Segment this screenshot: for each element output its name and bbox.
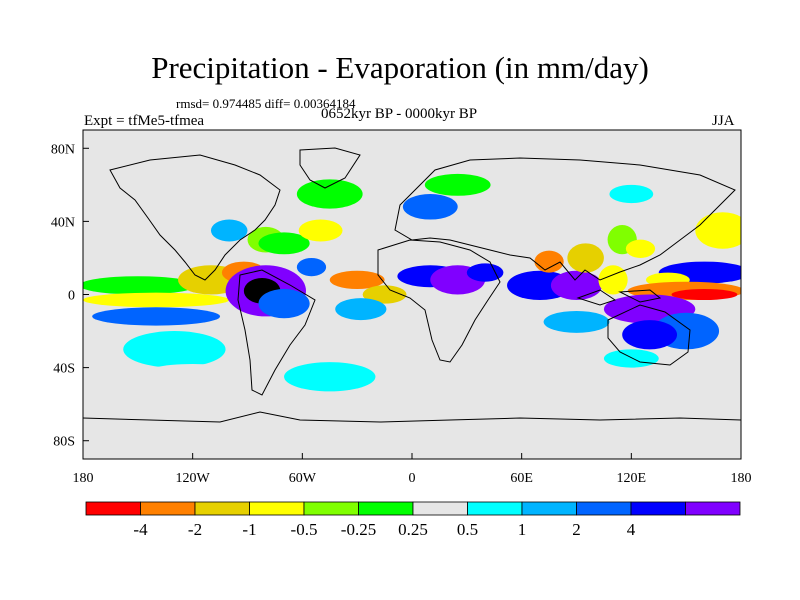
colorbar-label: -0.25 xyxy=(340,520,377,539)
colorbar-swatch xyxy=(85,501,141,516)
x-tick-label: 120E xyxy=(617,471,647,486)
stats-subtitle: rmsd= 0.974485 diff= 0.00364184 xyxy=(176,96,356,111)
field-blob xyxy=(609,184,654,204)
period-label: 0652kyr BP - 0000kyr BP xyxy=(321,106,478,122)
field-blob xyxy=(550,270,603,300)
colorbar-swatch xyxy=(630,501,686,516)
field-blob xyxy=(494,184,550,204)
colorbar-label: -0.5 xyxy=(290,520,318,539)
field-blob xyxy=(412,150,467,165)
colorbar-label: -4 xyxy=(133,520,148,539)
colorbar xyxy=(85,501,741,516)
colorbar-swatch xyxy=(467,501,523,516)
field-blob xyxy=(296,179,363,209)
y-tick-label: 80N xyxy=(51,142,75,157)
field-blob xyxy=(123,331,226,368)
field-blob xyxy=(671,289,738,300)
y-axis: 80N 40N 0 40S 80S xyxy=(51,142,89,450)
field-blob xyxy=(402,193,458,220)
colorbar-label: 4 xyxy=(626,520,636,539)
experiment-label: Expt = tfMe5-tfmea xyxy=(84,113,205,129)
colorbar-label: 0.5 xyxy=(456,520,479,539)
field-blob xyxy=(622,320,678,350)
x-tick-label: 180 xyxy=(73,471,94,486)
field-blob xyxy=(258,232,310,255)
field-blob xyxy=(549,385,641,405)
field-blob xyxy=(296,257,327,277)
field-blob xyxy=(92,307,221,326)
field-blob xyxy=(174,179,248,209)
colorbar-swatch xyxy=(576,501,632,516)
field-blob xyxy=(424,173,491,196)
field-blob xyxy=(543,310,610,333)
colorbar-swatch xyxy=(249,501,305,516)
field-blob xyxy=(210,219,248,242)
colorbar-label: 0.25 xyxy=(398,520,428,539)
field-blob xyxy=(220,404,330,423)
field-blob xyxy=(625,239,656,258)
y-tick-label: 40S xyxy=(53,362,75,377)
y-tick-label: 40N xyxy=(51,215,75,230)
field-blob xyxy=(603,349,659,368)
colorbar-label: 2 xyxy=(572,520,581,539)
x-tick-label: 60E xyxy=(510,471,533,486)
field-blob xyxy=(83,276,197,295)
colorbar-label: -1 xyxy=(242,520,257,539)
y-tick-label: 80S xyxy=(53,435,75,450)
colorbar-swatch xyxy=(194,501,250,516)
x-tick-label: 0 xyxy=(409,471,416,486)
colorbar-swatch xyxy=(685,501,741,516)
field-contours xyxy=(83,148,741,423)
field-blob xyxy=(198,148,279,167)
field-blob xyxy=(137,363,248,390)
colorbar-label: 1 xyxy=(517,520,527,539)
field-blob xyxy=(329,270,385,290)
field-blob xyxy=(567,243,604,273)
colorbar-label: -2 xyxy=(187,520,203,539)
field-blob xyxy=(83,292,230,308)
colorbar-swatch xyxy=(521,501,577,516)
field-blob xyxy=(298,219,343,242)
field-blob xyxy=(466,263,504,282)
field-blob xyxy=(83,391,138,410)
colorbar-swatch xyxy=(358,501,414,516)
field-blob xyxy=(695,212,741,249)
field-blob xyxy=(598,265,628,295)
field-blob xyxy=(335,298,387,321)
colorbar-swatch xyxy=(303,501,359,516)
field-blob xyxy=(457,376,550,396)
x-tick-label: 60W xyxy=(289,471,317,486)
field-blob xyxy=(284,362,376,392)
map-title: Precipitation - Evaporation (in mm/day) xyxy=(151,50,649,85)
field-blob xyxy=(534,250,564,273)
x-tick-label: 180 xyxy=(731,471,752,486)
x-tick-label: 120W xyxy=(176,471,211,486)
colorbar-swatch xyxy=(140,501,196,516)
x-axis: 180 120W 60W 0 60E 120E 180 xyxy=(73,453,752,486)
field-blob xyxy=(258,289,310,319)
colorbar-swatch xyxy=(412,501,468,516)
field-blob xyxy=(362,285,407,304)
y-tick-label: 0 xyxy=(68,289,75,304)
coastlines xyxy=(83,147,741,423)
season-label: JJA xyxy=(712,113,735,129)
